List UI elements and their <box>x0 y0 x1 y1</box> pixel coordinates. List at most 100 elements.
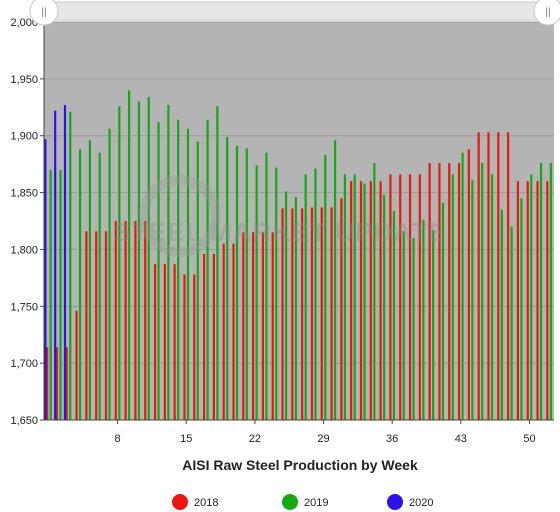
bar-2019-week-28 <box>314 168 317 420</box>
bar-2018-week-44 <box>467 149 470 421</box>
y-tick-label: 1,650 <box>10 415 38 427</box>
x-tick-label: 29 <box>317 433 329 445</box>
legend-marker-2018 <box>172 494 188 510</box>
bar-2018-week-33 <box>359 181 363 420</box>
scrollbar-right-handle[interactable] <box>533 0 560 26</box>
bar-2019-week-29 <box>324 155 327 420</box>
y-tick-label: 1,900 <box>10 131 38 143</box>
bar-2018-week-45 <box>477 132 480 420</box>
bar-2018-week-37 <box>399 174 402 420</box>
bar-2018-week-22 <box>252 232 255 420</box>
bar-2018-week-46 <box>487 132 490 420</box>
bar-2018-week-8 <box>114 221 117 420</box>
legend-label-2020: 2020 <box>409 497 433 509</box>
bar-2018-week-48 <box>507 132 510 420</box>
bar-2018-week-52 <box>546 181 549 420</box>
bar-2019-week-46 <box>490 174 494 420</box>
bar-2019-week-22 <box>255 165 258 420</box>
bar-2018-week-23 <box>261 232 265 420</box>
scrollbar-track[interactable] <box>43 1 555 21</box>
bar-2018-week-15 <box>183 274 186 420</box>
bar-2019-week-41 <box>441 202 445 420</box>
bar-2019-week-13 <box>167 105 170 421</box>
bar-2018-week-10 <box>134 221 137 420</box>
y-tick-label: 1,850 <box>10 188 38 200</box>
bar-2018-week-12 <box>153 264 157 420</box>
bar-2018-week-18 <box>212 253 215 420</box>
scrollbar-left-handle[interactable] <box>29 0 59 26</box>
bar-2018-week-4 <box>75 310 78 420</box>
x-tick-label: 36 <box>386 433 398 445</box>
watermark: STEEL MARKET UPDATE <box>114 175 445 257</box>
bar-2018-week-36 <box>389 174 392 420</box>
bar-2018-week-2 <box>55 347 59 420</box>
bar-2019-week-42 <box>451 174 454 420</box>
bar-2018-week-40 <box>428 163 431 420</box>
y-tick-label: 1,800 <box>10 244 38 256</box>
legend-label-2019: 2019 <box>304 497 328 509</box>
bar-2018-week-5 <box>85 231 88 420</box>
bar-2018-week-25 <box>281 208 284 420</box>
bars <box>44 90 552 421</box>
bar-2018-week-14 <box>173 264 176 420</box>
range-scrollbar[interactable]: || || <box>29 0 560 26</box>
bar-2019-week-5 <box>88 140 91 420</box>
bar-2019-week-31 <box>343 174 346 420</box>
bar-2018-week-29 <box>320 207 323 420</box>
bar-2019-week-38 <box>412 238 415 420</box>
y-ticks: 1,650 1,700 1,750 1,800 1,850 1,900 1,950 2,000 <box>10 17 44 427</box>
bar-2019-week-45 <box>481 163 484 420</box>
bar-2018-week-43 <box>457 163 461 420</box>
x-tick-label: 15 <box>180 433 192 445</box>
bar-2018-week-3 <box>65 347 68 420</box>
bar-2018-week-20 <box>232 243 235 420</box>
bar-2020-week-1 <box>44 139 47 420</box>
bar-2019-week-2 <box>59 169 62 420</box>
bar-2019-week-39 <box>422 219 425 420</box>
bar-2018-week-21 <box>242 232 245 420</box>
bar-2018-week-9 <box>124 221 127 420</box>
bar-2020-week-3 <box>63 105 67 421</box>
x-tick-label: 22 <box>249 433 261 445</box>
bar-2018-week-35 <box>379 181 382 420</box>
bar-2018-week-32 <box>350 181 353 420</box>
bar-2018-week-38 <box>408 174 412 420</box>
bar-2019-week-21 <box>245 148 248 421</box>
bar-2018-week-39 <box>418 174 421 420</box>
bar-2019-week-19 <box>226 136 229 420</box>
bar-2018-week-49 <box>516 181 520 420</box>
bar-2018-week-1 <box>46 347 49 420</box>
bar-2019-week-18 <box>216 106 219 421</box>
bar-2018-week-26 <box>291 208 294 420</box>
bar-2019-week-10 <box>137 101 141 420</box>
bar-2018-week-41 <box>438 163 441 420</box>
bar-2019-week-14 <box>177 119 180 421</box>
bar-2019-week-25 <box>284 191 288 420</box>
x-tick-label: 50 <box>523 433 535 445</box>
bar-2018-week-50 <box>526 181 529 420</box>
bar-2018-week-27 <box>301 208 304 420</box>
bar-2018-week-7 <box>104 231 108 420</box>
bar-2019-week-44 <box>471 180 474 420</box>
bar-2019-week-3 <box>69 111 72 420</box>
bar-2018-week-47 <box>497 132 500 420</box>
scrollbar-right-handle-icon: || <box>545 7 550 18</box>
bar-2019-week-7 <box>108 128 111 421</box>
bar-2019-week-50 <box>530 174 533 420</box>
bar-2019-week-27 <box>304 174 307 420</box>
bar-2018-week-13 <box>163 264 166 420</box>
bar-2019-week-16 <box>196 141 199 420</box>
bar-2019-week-8 <box>118 106 121 421</box>
legend: 2018 2019 2020 <box>172 494 433 510</box>
bar-2019-week-49 <box>520 198 523 420</box>
x-tick-label: 8 <box>114 433 120 445</box>
bar-2019-week-51 <box>539 163 543 420</box>
bar-2019-week-26 <box>294 197 297 420</box>
bar-2019-week-24 <box>275 167 278 420</box>
bar-2018-week-6 <box>95 231 98 420</box>
y-tick-label: 1,950 <box>10 74 38 86</box>
bar-2018-week-42 <box>448 163 451 420</box>
legend-marker-2020 <box>387 494 403 510</box>
x-tick-label: 43 <box>455 433 467 445</box>
